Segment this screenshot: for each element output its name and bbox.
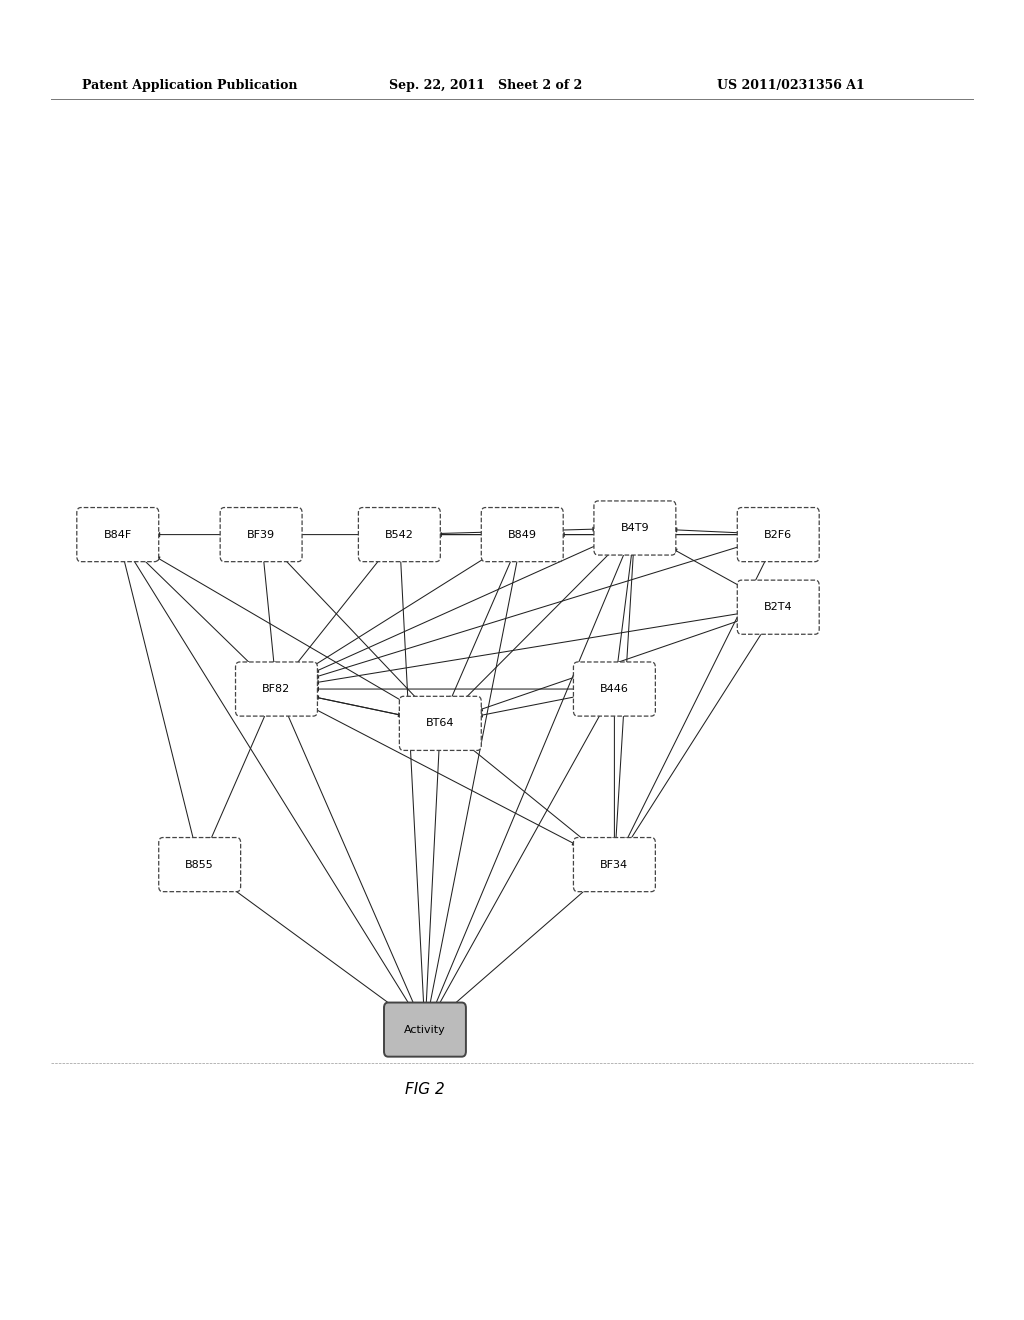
FancyBboxPatch shape [236, 663, 317, 715]
Text: B542: B542 [385, 529, 414, 540]
Text: B4T9: B4T9 [621, 523, 649, 533]
FancyBboxPatch shape [77, 507, 159, 562]
Text: B84F: B84F [103, 529, 132, 540]
Text: B849: B849 [508, 529, 537, 540]
Text: FIG 2: FIG 2 [406, 1081, 444, 1097]
FancyBboxPatch shape [220, 507, 302, 562]
Text: B855: B855 [185, 859, 214, 870]
Text: BF82: BF82 [262, 684, 291, 694]
FancyBboxPatch shape [399, 697, 481, 750]
FancyBboxPatch shape [573, 838, 655, 892]
FancyBboxPatch shape [573, 663, 655, 715]
Text: US 2011/0231356 A1: US 2011/0231356 A1 [717, 79, 864, 92]
Text: B2F6: B2F6 [764, 529, 793, 540]
Text: B2T4: B2T4 [764, 602, 793, 612]
FancyBboxPatch shape [358, 507, 440, 562]
FancyBboxPatch shape [159, 838, 241, 892]
Text: BF34: BF34 [600, 859, 629, 870]
FancyBboxPatch shape [384, 1003, 466, 1056]
FancyBboxPatch shape [737, 507, 819, 562]
Text: BF39: BF39 [247, 529, 275, 540]
FancyBboxPatch shape [481, 507, 563, 562]
Text: Patent Application Publication: Patent Application Publication [82, 79, 297, 92]
Text: BT64: BT64 [426, 718, 455, 729]
FancyBboxPatch shape [737, 579, 819, 634]
Text: B446: B446 [600, 684, 629, 694]
Text: Activity: Activity [404, 1024, 445, 1035]
Text: Sep. 22, 2011   Sheet 2 of 2: Sep. 22, 2011 Sheet 2 of 2 [389, 79, 583, 92]
FancyBboxPatch shape [594, 500, 676, 554]
